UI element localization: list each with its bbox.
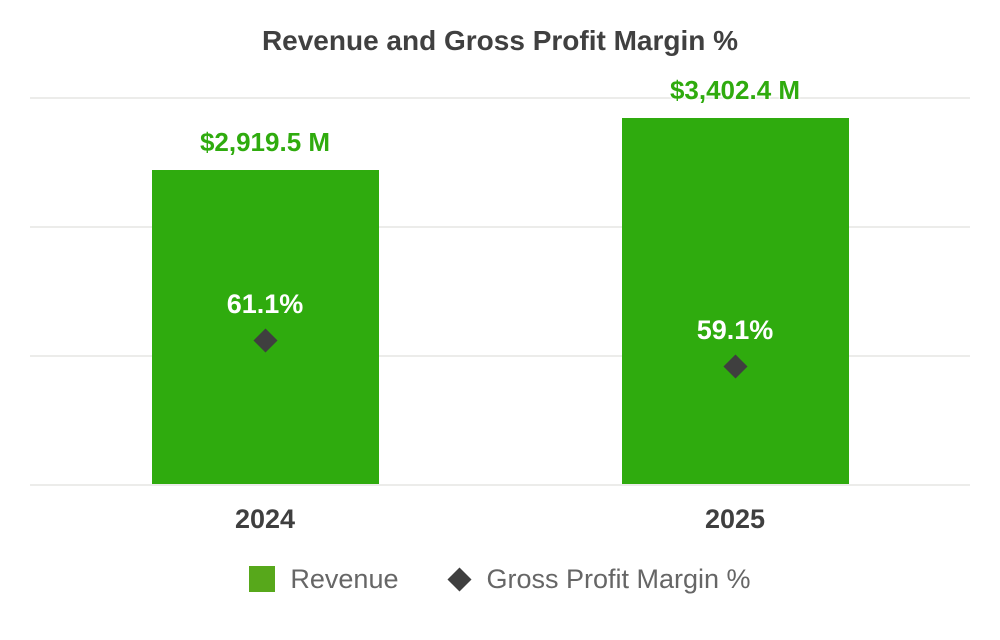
margin-percent-label: 61.1% [226,288,304,319]
legend-item-revenue: Revenue [249,563,399,595]
revenue-square-icon [249,566,276,592]
gridline [30,97,970,99]
gridline [30,355,970,357]
revenue-bar [621,118,849,484]
chart-title: Revenue and Gross Profit Margin % [261,25,739,56]
revenue-bar [151,170,379,484]
gridline [30,226,970,228]
gridline [30,484,970,486]
margin-diamond-icon [446,566,472,592]
legend: Revenue Gross Profit Margin % [0,563,1000,595]
legend-item-margin: Gross Profit Margin % [446,563,751,595]
legend-label-revenue: Revenue [290,564,399,594]
revenue-value-label: $2,919.5 M [199,127,331,158]
x-axis-label: 2025 [704,504,766,534]
legend-label-margin: Gross Profit Margin % [486,564,751,594]
x-axis-label: 2024 [234,504,296,534]
margin-percent-label: 59.1% [696,314,774,345]
revenue-value-label: $3,402.4 M [669,75,801,106]
